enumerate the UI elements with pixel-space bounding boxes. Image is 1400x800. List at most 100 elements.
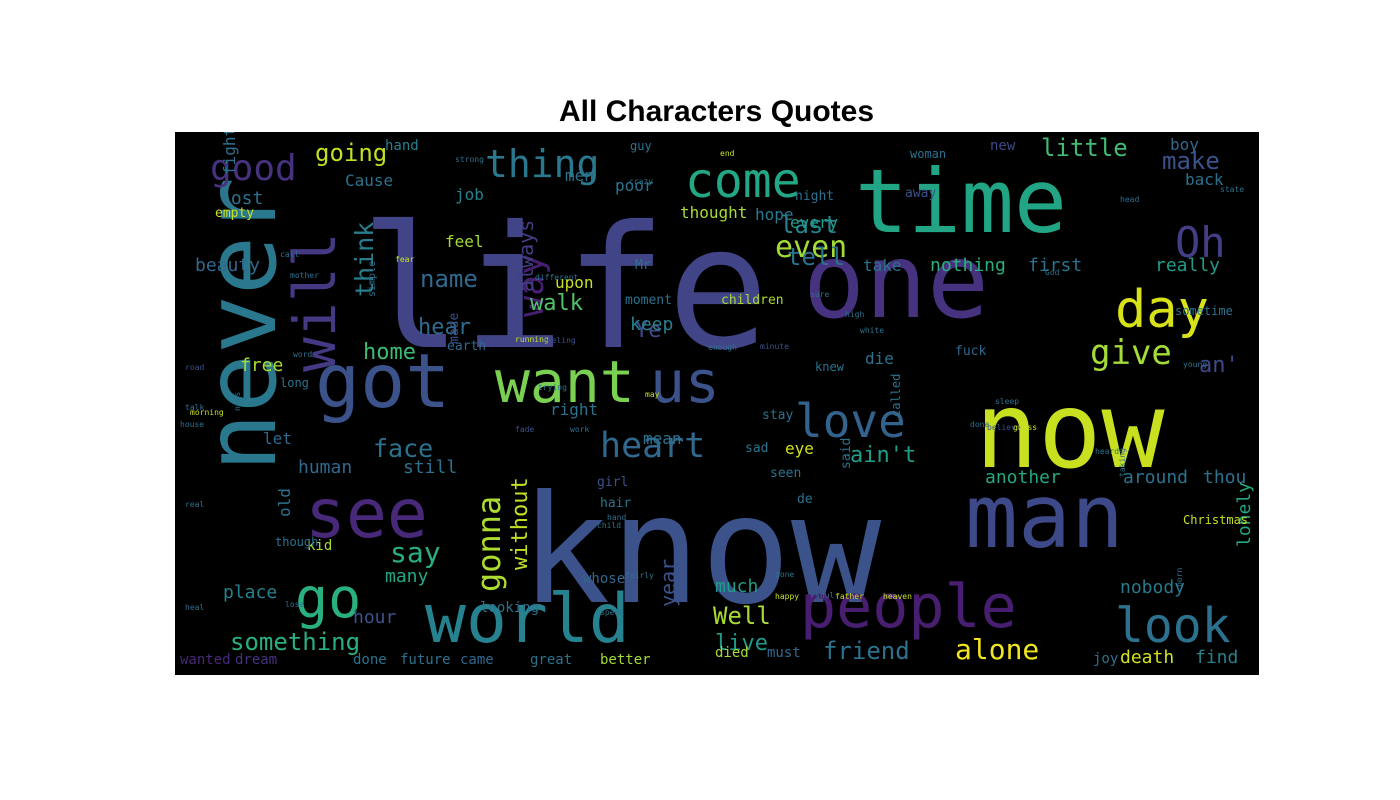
- word-morning: morning: [190, 408, 224, 417]
- word-strong: strong: [455, 155, 484, 164]
- word-fuck: fuck: [955, 344, 986, 359]
- word-away: away: [905, 186, 936, 201]
- cloud-background: [175, 132, 1259, 675]
- word-real: real: [185, 500, 204, 509]
- word-right: right: [550, 400, 598, 419]
- word-go: go: [295, 566, 361, 630]
- word-call: call: [280, 250, 299, 259]
- word-crazy: crazy: [629, 177, 653, 186]
- word-place: place: [223, 582, 277, 603]
- chart-title: All Characters Quotes: [558, 95, 875, 128]
- word-gone: gone: [775, 570, 794, 579]
- word-great: great: [530, 652, 572, 668]
- word-sometime: sometime: [1175, 304, 1233, 318]
- word-looking: looking: [480, 600, 539, 616]
- word-hand: hand: [607, 513, 626, 522]
- word-see: see: [305, 475, 428, 554]
- word-different: different: [535, 273, 579, 282]
- word-fear: fear: [395, 255, 414, 264]
- word-work: work: [570, 425, 589, 434]
- word-young: young: [1183, 360, 1207, 369]
- word-gonna: gonna: [470, 496, 508, 592]
- word-give: give: [1090, 333, 1172, 373]
- word-trying: trying: [538, 383, 567, 392]
- word-sad: sad: [745, 441, 768, 456]
- word-cause: Cause: [345, 171, 393, 190]
- word-woman: woman: [910, 147, 946, 161]
- word-hear: hear: [418, 315, 471, 340]
- word-feeling: feeling: [542, 336, 576, 345]
- word-moment: moment: [625, 293, 672, 308]
- word-men: men: [565, 166, 594, 185]
- word-mean: mean: [643, 429, 682, 448]
- word-new: new: [990, 138, 1016, 154]
- word-guy: guy: [630, 139, 652, 153]
- word-think: think: [350, 222, 379, 297]
- word-an-: an': [1199, 353, 1239, 378]
- word-without: without: [508, 477, 533, 570]
- word-die: die: [865, 349, 894, 368]
- word-upon: upon: [555, 273, 594, 292]
- word-children: children: [721, 293, 784, 308]
- word-live: live: [715, 631, 768, 656]
- word-well: Well: [713, 602, 771, 630]
- word-feel: feel: [445, 232, 484, 251]
- word-house: house: [180, 420, 204, 429]
- word-job: job: [455, 185, 484, 204]
- word-fairly: fairly: [625, 571, 654, 580]
- word-back: back: [1185, 170, 1224, 189]
- word-free: free: [240, 355, 283, 376]
- word-long: long: [280, 376, 309, 390]
- word-way: way: [512, 254, 552, 317]
- word-walk: walk: [530, 291, 583, 316]
- word-born: born: [1175, 568, 1184, 587]
- word-one: one: [803, 222, 989, 342]
- word-soul: soul: [815, 591, 834, 600]
- word-made: made: [447, 313, 462, 344]
- word-lonely: lonely: [1234, 482, 1255, 547]
- word-year: year: [656, 559, 680, 607]
- word-hand: hand: [385, 138, 419, 154]
- word-running: running: [515, 335, 549, 344]
- word-mr: Mr: [635, 258, 651, 273]
- word-high: high: [845, 310, 864, 319]
- word-minute: minute: [760, 342, 789, 351]
- word-boy: boy: [1170, 135, 1199, 154]
- word-wanted: wanted: [180, 652, 231, 668]
- word-come: come: [685, 153, 801, 209]
- word-going: going: [315, 139, 387, 167]
- word-god: God: [1045, 268, 1060, 277]
- word-state: state: [1220, 185, 1244, 194]
- word-keep: keep: [630, 314, 673, 335]
- word-every: every: [790, 213, 839, 232]
- word-stay: stay: [762, 408, 793, 423]
- word-want: want: [495, 348, 635, 416]
- word-earth: earth: [447, 339, 486, 354]
- word-heard: heard: [1095, 447, 1119, 456]
- word-sleep: sleep: [995, 397, 1019, 406]
- word-word: word: [293, 350, 312, 359]
- word-taking: taking: [1118, 448, 1127, 477]
- word-hour: hour: [353, 607, 397, 628]
- word-make: make: [1162, 147, 1220, 175]
- word-face: face: [373, 434, 433, 463]
- word-seen: seen: [770, 466, 801, 481]
- word-heart: heart: [600, 426, 705, 466]
- word-done: done: [970, 420, 989, 429]
- word-around: around: [1123, 467, 1188, 488]
- word-speak: speak: [600, 608, 624, 617]
- word-ain-t: ain't: [850, 443, 916, 468]
- word-still: still: [403, 457, 457, 478]
- word-death: death: [1120, 647, 1174, 668]
- word-thing: thing: [485, 142, 599, 186]
- word-head: head: [1120, 195, 1139, 204]
- word-much: much: [715, 576, 758, 597]
- word-always: always: [514, 220, 538, 292]
- word-good: good: [210, 148, 297, 189]
- word-eye: eye: [785, 439, 814, 458]
- word-future: future: [400, 652, 451, 668]
- word-friend: friend: [823, 637, 910, 665]
- word-something: something: [230, 628, 360, 656]
- word-even: even: [775, 230, 847, 265]
- word-died: died: [715, 645, 749, 661]
